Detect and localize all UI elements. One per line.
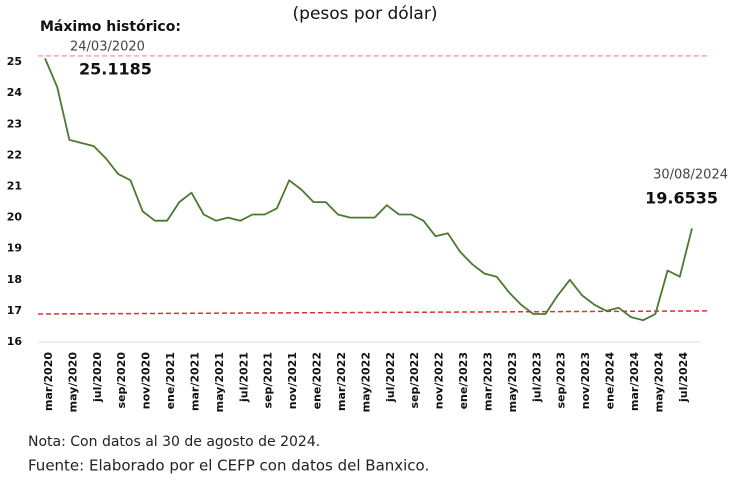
x-tick-label: may/2023 (506, 352, 519, 412)
x-tick-label: sep/2022 (408, 352, 421, 409)
y-tick-label: 21 (7, 180, 22, 193)
y-tick-label: 22 (7, 148, 22, 161)
note: Nota: Con datos al 30 de agosto de 2024. (28, 434, 320, 450)
annotation: 30/08/2024 (653, 168, 728, 183)
y-tick-label: 20 (7, 211, 23, 224)
x-tick-label: may/2021 (213, 352, 226, 412)
chart-title: (pesos por dólar) (293, 4, 438, 24)
y-tick-label: 23 (7, 117, 22, 130)
x-tick-label: mar/2020 (42, 352, 55, 411)
x-tick-label: jul/2022 (384, 352, 397, 403)
note: Fuente: Elaborado por el CEFP con datos … (28, 457, 429, 475)
x-tick-label: sep/2023 (555, 352, 568, 409)
y-tick-label: 18 (7, 273, 22, 286)
x-tick-label: sep/2020 (115, 352, 128, 409)
y-tick-label: 19 (7, 242, 22, 255)
x-tick-label: jul/2021 (237, 352, 250, 403)
annotation: Máximo histórico: (40, 19, 181, 35)
x-tick-label: mar/2022 (335, 352, 348, 411)
annotation: 24/03/2020 (70, 40, 145, 55)
y-tick-label: 16 (7, 335, 23, 348)
annotation: 19.6535 (645, 189, 718, 208)
y-tick-label: 17 (7, 304, 22, 317)
x-tick-label: nov/2022 (433, 352, 446, 409)
x-tick-label: mar/2021 (188, 352, 201, 411)
x-tick-label: jul/2024 (677, 352, 690, 403)
x-tick-label: ene/2024 (604, 352, 617, 410)
x-tick-label: may/2020 (66, 352, 79, 413)
x-tick-label: may/2022 (359, 352, 372, 412)
x-tick-label: jul/2023 (530, 352, 543, 403)
y-tick-label: 25 (7, 55, 22, 68)
x-tick-label: ene/2023 (457, 352, 470, 409)
annotation: 25.1185 (79, 60, 152, 79)
x-tick-label: mar/2024 (628, 352, 641, 411)
x-tick-label: nov/2023 (579, 352, 592, 409)
x-tick-label: nov/2021 (286, 352, 299, 409)
x-tick-label: ene/2022 (311, 352, 324, 409)
x-tick-label: jul/2020 (91, 352, 104, 403)
y-tick-label: 24 (7, 86, 23, 99)
x-tick-label: may/2024 (652, 352, 665, 413)
x-tick-label: ene/2021 (164, 352, 177, 409)
x-tick-label: nov/2020 (140, 352, 153, 410)
line (44, 58, 693, 322)
x-tick-label: mar/2023 (481, 352, 494, 411)
x-tick-label: sep/2021 (262, 352, 275, 409)
